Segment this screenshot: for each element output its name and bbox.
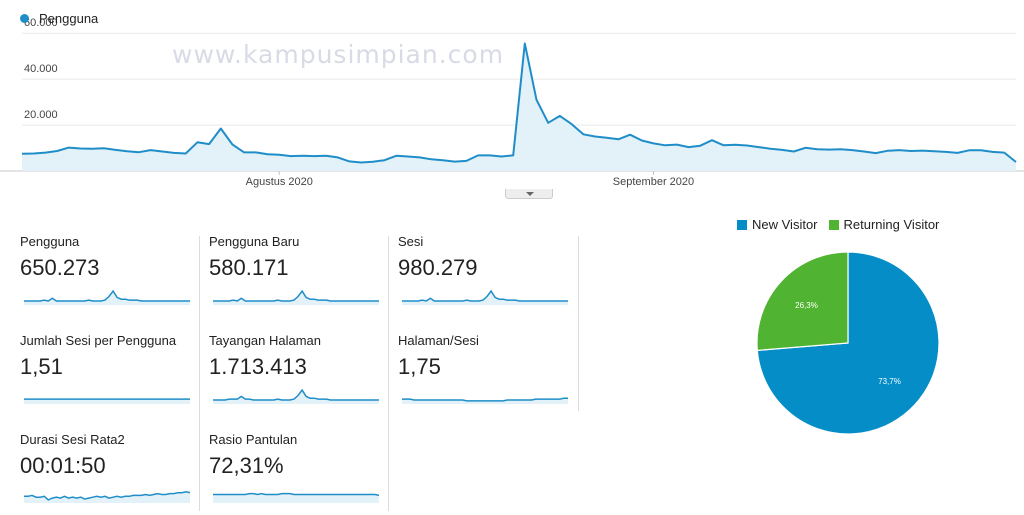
metric-label: Pengguna Baru xyxy=(209,234,300,249)
metric-label: Durasi Sesi Rata2 xyxy=(20,432,125,447)
metric-card-tayangan-halaman[interactable]: Tayangan Halaman 1.713.413 xyxy=(209,333,379,411)
metric-card-sesi-per-pengguna[interactable]: Jumlah Sesi per Pengguna 1,51 xyxy=(20,333,190,411)
metric-sparkline xyxy=(402,397,568,404)
metric-card-pengguna-baru[interactable]: Pengguna Baru 580.171 xyxy=(209,234,379,312)
pie-legend-item[interactable]: New Visitor xyxy=(737,217,818,232)
metric-label: Halaman/Sesi xyxy=(398,333,479,348)
legend-swatch-icon xyxy=(737,219,747,230)
y-tick-label: 20.000 xyxy=(24,109,58,121)
metric-card-sesi[interactable]: Sesi 980.279 xyxy=(398,234,568,312)
metric-value: 980.279 xyxy=(398,255,478,280)
metric-value: 72,31% xyxy=(209,453,284,478)
metric-card-halaman-per-sesi[interactable]: Halaman/Sesi 1,75 xyxy=(398,333,568,411)
sparkline-line xyxy=(24,491,190,501)
metric-sparkline xyxy=(402,289,568,305)
pie-slice-returning-visitor[interactable] xyxy=(756,251,849,352)
pie-legend-label: Returning Visitor xyxy=(843,217,940,232)
metric-sparkline xyxy=(24,398,190,404)
metric-sparkline xyxy=(213,492,379,503)
users-chart: 20.000 40.000 60.000 Agustus 2020 September … xyxy=(0,17,1024,188)
sparkline-area xyxy=(213,493,379,503)
y-tick-label: 40.000 xyxy=(24,63,58,75)
pie-legend-label: New Visitor xyxy=(752,217,818,232)
metric-sparkline xyxy=(213,388,379,404)
metric-sparkline xyxy=(24,289,190,305)
metric-sparkline xyxy=(213,289,379,305)
sparkline-line xyxy=(213,492,379,497)
chart-legend[interactable]: Pengguna xyxy=(20,11,98,26)
column-divider xyxy=(199,236,200,511)
metric-label: Sesi xyxy=(398,234,424,249)
column-divider xyxy=(388,236,389,511)
legend-swatch-icon xyxy=(828,219,839,230)
legend-label: Pengguna xyxy=(39,11,99,26)
metric-value: 1.713.413 xyxy=(209,354,307,379)
column-divider xyxy=(578,236,579,411)
metric-value: 1,51 xyxy=(20,354,63,379)
visitor-pie-chart: 73,7% 26,3% xyxy=(756,251,940,435)
x-tick-label: Agustus 2020 xyxy=(246,176,313,188)
series-line-pengguna[interactable] xyxy=(21,42,1017,164)
pie-legend: New Visitor Returning Visitor xyxy=(737,217,950,232)
metric-value: 580.171 xyxy=(209,255,289,280)
watermark: www.kampusimpian.com xyxy=(172,40,505,69)
pie-slice-label: 73,7% xyxy=(878,377,901,386)
metric-label: Tayangan Halaman xyxy=(209,333,322,348)
x-tick-label: September 2020 xyxy=(613,176,694,188)
pie-legend-item[interactable]: Returning Visitor xyxy=(828,217,940,232)
metric-value: 00:01:50 xyxy=(20,453,106,478)
metric-card-rasio-pantulan[interactable]: Rasio Pantulan 72,31% xyxy=(209,432,379,510)
sparkline-line xyxy=(213,388,379,401)
metric-card-pengguna[interactable]: Pengguna 650.273 xyxy=(20,234,190,312)
legend-dot-icon xyxy=(20,14,29,23)
sparkline-line xyxy=(24,289,190,302)
metric-card-durasi-sesi[interactable]: Durasi Sesi Rata2 00:01:50 xyxy=(20,432,190,510)
sparkline-line xyxy=(213,289,379,302)
metric-value: 650.273 xyxy=(20,255,100,280)
y-tick-label: 60.000 xyxy=(24,17,58,29)
metric-label: Rasio Pantulan xyxy=(209,432,298,447)
metric-sparkline xyxy=(24,491,190,503)
pie-slice-label: 26,3% xyxy=(795,301,818,310)
collapse-handle[interactable] xyxy=(505,189,553,199)
sparkline-area xyxy=(24,399,190,404)
sparkline-line xyxy=(402,289,568,302)
metric-value: 1,75 xyxy=(398,354,441,379)
sparkline-line xyxy=(402,397,568,402)
metric-label: Jumlah Sesi per Pengguna xyxy=(20,333,177,348)
metric-label: Pengguna xyxy=(20,234,80,249)
